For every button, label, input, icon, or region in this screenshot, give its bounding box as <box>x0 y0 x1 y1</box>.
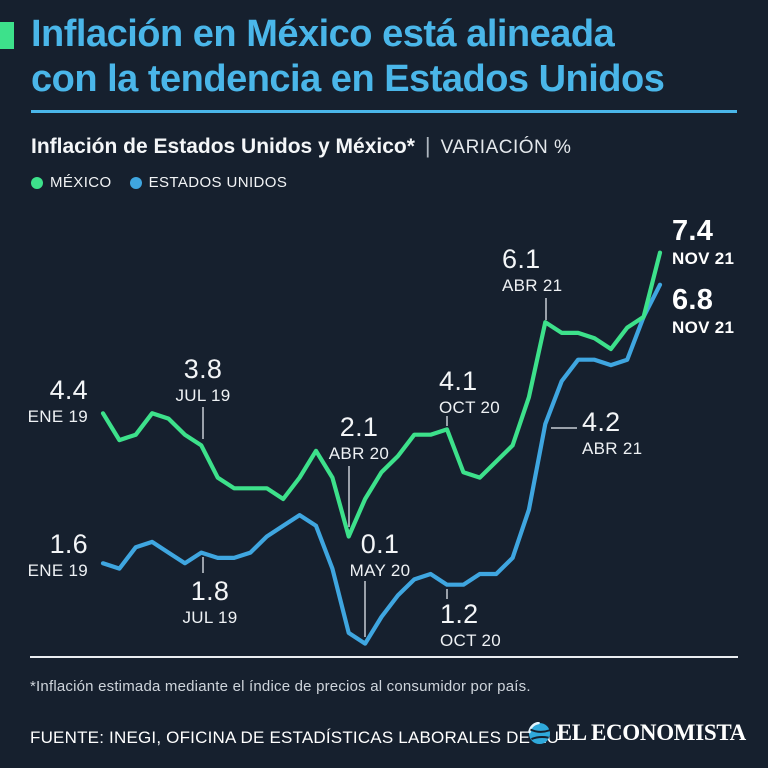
annotation-date: ENE 19 <box>27 407 88 426</box>
footer-divider <box>30 656 738 658</box>
chart-footnote: *Inflación estimada mediante el índice d… <box>30 678 531 695</box>
mexico-legend-dot-icon <box>31 176 43 189</box>
subtitle-separator: | <box>424 133 431 158</box>
annotation-date: JUL 19 <box>175 386 231 405</box>
annotation-value: 7.4 <box>672 215 714 247</box>
annotation-date: MAY 20 <box>349 561 411 580</box>
annotation-mx_jul19: 3.8 JUL 19 <box>143 354 263 405</box>
annotation-mx_abr20: 2.1 ABR 20 <box>299 412 419 463</box>
annotation-date: JUL 19 <box>182 608 238 627</box>
annotation-us_nov21: 6.8 NOV 21 <box>672 284 735 337</box>
annotation-us_ene19: 1.6 ENE 19 <box>27 529 88 580</box>
accent-square <box>0 22 14 49</box>
annotation-date: ABR 21 <box>582 439 643 458</box>
annotation-value: 2.1 <box>339 412 379 442</box>
annotation-mx_nov21: 7.4 NOV 21 <box>672 215 735 268</box>
mexico-line <box>100 250 663 539</box>
title-divider <box>31 110 737 113</box>
annotation-value: 6.1 <box>502 244 541 274</box>
annotation-us_oct20: 1.2 OCT 20 <box>440 599 502 650</box>
page-title: Inflación en México está alineada con la… <box>31 12 741 102</box>
annotation-value: 4.4 <box>49 375 88 405</box>
legend-item-us: ESTADOS UNIDOS <box>129 174 288 191</box>
annotation-value: 4.2 <box>582 407 621 437</box>
annotation-date: ABR 20 <box>328 444 390 463</box>
brand-logo: EL ECONOMISTA <box>527 720 747 746</box>
chart-subtitle-text: Inflación de Estados Unidos y México* <box>31 135 415 158</box>
annotation-us_abr21: 4.2 ABR 21 <box>582 407 643 458</box>
annotation-value: 4.1 <box>439 366 478 396</box>
chart-units-label: VARIACIÓN % <box>440 137 572 158</box>
source-credit: FUENTE: INEGI, OFICINA DE ESTADÍSTICAS L… <box>30 728 560 747</box>
el-economista-swirl-icon <box>527 721 550 744</box>
annotation-mx_abr21: 6.1 ABR 21 <box>502 244 563 295</box>
legend-label-mexico: MÉXICO <box>50 174 112 191</box>
annotation-us_may20: 0.1 MAY 20 <box>320 529 440 580</box>
us-line <box>100 282 663 646</box>
annotation-date: ENE 19 <box>27 561 88 580</box>
brand-name: EL ECONOMISTA <box>556 720 747 745</box>
us-legend-dot-icon <box>129 176 142 189</box>
annotation-value: 1.6 <box>49 529 88 559</box>
annotation-date: ABR 21 <box>502 276 563 295</box>
annotation-us_jul19: 1.8 JUL 19 <box>150 576 270 627</box>
annotation-value: 0.1 <box>360 529 400 559</box>
annotation-value: 6.8 <box>672 284 714 316</box>
annotation-mx_ene19: 4.4 ENE 19 <box>27 375 88 426</box>
page-title-line1: Inflación en México está alineada <box>31 13 615 55</box>
legend-item-mexico: MÉXICO <box>31 174 112 191</box>
annotation-mx_oct20: 4.1 OCT 20 <box>439 366 501 417</box>
annotation-value: 3.8 <box>183 354 223 384</box>
annotation-date: OCT 20 <box>439 398 501 417</box>
legend-label-us: ESTADOS UNIDOS <box>148 174 288 191</box>
chart-subtitle: Inflación de Estados Unidos y México* | VA… <box>31 133 571 159</box>
annotation-date: NOV 21 <box>672 249 735 268</box>
annotation-value: 1.2 <box>440 599 479 629</box>
page-title-line2: con la tendencia en Estados Unidos <box>31 58 665 100</box>
annotation-date: OCT 20 <box>440 631 502 650</box>
annotation-value: 1.8 <box>190 576 230 606</box>
annotation-date: NOV 21 <box>672 318 735 337</box>
chart-legend: MÉXICO ESTADOS UNIDOS <box>31 174 287 191</box>
